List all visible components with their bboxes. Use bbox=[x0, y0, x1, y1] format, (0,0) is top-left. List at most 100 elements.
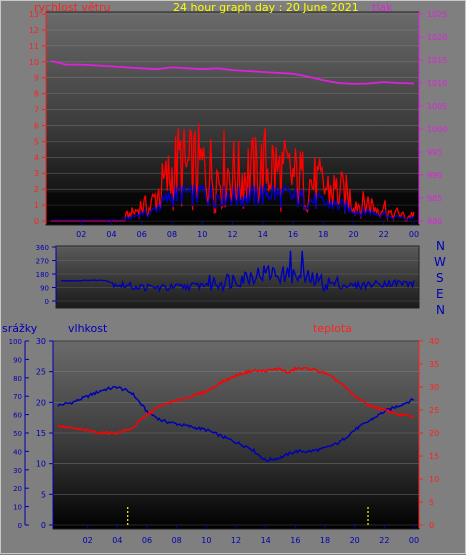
temperature-line bbox=[57, 365, 415, 436]
direction-tick-label: 180 bbox=[36, 271, 49, 279]
wind-speed-tick-label: 8 bbox=[34, 90, 39, 99]
wind-speed-tick-label: 1 bbox=[34, 201, 39, 210]
direction-tick-label: 270 bbox=[36, 258, 49, 266]
temperature-tick-label: 40 bbox=[429, 337, 439, 346]
humidity-tick-label: 10 bbox=[36, 460, 46, 469]
wind-speed-tick-label: 0 bbox=[34, 217, 39, 226]
wind-x-tick-label: 12 bbox=[227, 230, 237, 239]
rain-tick-label: 80 bbox=[13, 375, 22, 383]
rain-tick-label: 30 bbox=[13, 467, 22, 475]
wind-direction-line bbox=[60, 250, 415, 293]
humidity-plot-area bbox=[52, 340, 420, 530]
humidity-x-tick-label: 20 bbox=[350, 536, 360, 545]
humidity-line bbox=[57, 385, 415, 462]
humidity-x-tick-label: 02 bbox=[83, 536, 93, 545]
pressure-tick-label: 1005 bbox=[427, 102, 447, 111]
humidity-x-tick-label: 10 bbox=[201, 536, 211, 545]
pressure-tick-label: 1000 bbox=[427, 125, 447, 134]
humidity-x-tick-label: 16 bbox=[290, 536, 300, 545]
direction-tick-label: 90 bbox=[40, 285, 49, 293]
humidity-x-tick-label: 22 bbox=[379, 536, 389, 545]
humidity-tick-label: 20 bbox=[36, 398, 46, 407]
pressure-label: tlak bbox=[372, 1, 393, 14]
humidity-x-tick-label: 18 bbox=[320, 536, 330, 545]
compass-s: S bbox=[436, 271, 444, 285]
pressure-tick-label: 1025 bbox=[427, 10, 447, 19]
wind-x-tick-label: 18 bbox=[318, 230, 328, 239]
compass-w: W bbox=[434, 255, 446, 269]
wind-x-tick-label: 02 bbox=[76, 230, 86, 239]
humidity-x-tick-label: 04 bbox=[112, 536, 122, 545]
temperature-tick-label: 5 bbox=[429, 498, 434, 507]
wind-speed-tick-label: 3 bbox=[34, 169, 39, 178]
pressure-tick-label: 1010 bbox=[427, 79, 447, 88]
wind-x-tick-label: 00 bbox=[409, 230, 419, 239]
temperature-tick-label: 25 bbox=[429, 406, 439, 415]
temperature-tick-label: 35 bbox=[429, 360, 439, 369]
rain-tick-label: 0 bbox=[18, 522, 22, 530]
rain-label: srážky bbox=[2, 322, 38, 335]
direction-plot-area bbox=[55, 245, 420, 309]
wind-x-tick-label: 22 bbox=[379, 230, 389, 239]
humidity-x-tick-label: 14 bbox=[261, 536, 271, 545]
rain-tick-label: 20 bbox=[13, 485, 22, 493]
humidity-tick-label: 15 bbox=[36, 429, 46, 438]
pressure-tick-label: 985 bbox=[427, 194, 442, 203]
humidity-x-tick-label: 06 bbox=[142, 536, 152, 545]
wind-speed-tick-label: 11 bbox=[29, 42, 39, 51]
wind-x-tick-label: 10 bbox=[197, 230, 207, 239]
rain-tick-label: 60 bbox=[13, 412, 22, 420]
pressure-tick-label: 990 bbox=[427, 171, 442, 180]
pressure-tick-label: 980 bbox=[427, 217, 442, 226]
wind-x-tick-label: 16 bbox=[288, 230, 298, 239]
rain-tick-label: 50 bbox=[13, 430, 22, 438]
rain-tick-label: 90 bbox=[13, 356, 22, 364]
direction-tick-label: 360 bbox=[36, 244, 49, 252]
temperature-tick-label: 30 bbox=[429, 383, 439, 392]
rain-tick-label: 100 bbox=[9, 338, 22, 346]
wind-speed-tick-label: 9 bbox=[34, 74, 39, 83]
rain-tick-label: 40 bbox=[13, 448, 22, 456]
compass-e: E bbox=[436, 287, 444, 301]
wind-speed-tick-label: 2 bbox=[34, 185, 39, 194]
humidity-x-tick-label: 00 bbox=[409, 536, 419, 545]
wind-speed-tick-label: 5 bbox=[34, 137, 39, 146]
wind-speed-tick-label: 13 bbox=[29, 10, 39, 19]
humidity-x-tick-label: 12 bbox=[231, 536, 241, 545]
wind-speed-tick-label: 7 bbox=[34, 106, 39, 115]
pressure-line bbox=[50, 60, 415, 85]
wind-x-tick-label: 04 bbox=[106, 230, 116, 239]
humidity-tick-label: 0 bbox=[41, 521, 46, 530]
pressure-tick-label: 1015 bbox=[427, 56, 447, 65]
wind-speed-label: rychlost větru bbox=[34, 1, 110, 14]
rain-tick-label: 10 bbox=[13, 504, 22, 512]
wind-speed-tick-label: 6 bbox=[34, 121, 39, 130]
humidity-tick-label: 25 bbox=[36, 368, 46, 377]
wind-average-line bbox=[51, 183, 415, 221]
temperature-tick-label: 0 bbox=[429, 521, 434, 530]
wind-x-tick-label: 08 bbox=[167, 230, 177, 239]
temperature-tick-label: 10 bbox=[429, 475, 439, 484]
humidity-x-tick-label: 08 bbox=[172, 536, 182, 545]
humidity-tick-label: 30 bbox=[36, 337, 46, 346]
temperature-tick-label: 15 bbox=[429, 452, 439, 461]
chart-title: 24 hour graph day : 20 June 2021 bbox=[173, 1, 359, 14]
wind-speed-tick-label: 4 bbox=[34, 153, 39, 162]
wind-x-tick-label: 14 bbox=[258, 230, 268, 239]
wind-x-tick-label: 20 bbox=[348, 230, 358, 239]
pressure-tick-label: 995 bbox=[427, 148, 442, 157]
compass-n-bottom: N bbox=[436, 303, 445, 317]
humidity-tick-label: 5 bbox=[41, 490, 46, 499]
grid-lines bbox=[46, 13, 419, 526]
rain-tick-label: 70 bbox=[13, 393, 22, 401]
compass-n-top: N bbox=[436, 239, 445, 253]
pressure-tick-label: 1020 bbox=[427, 33, 447, 42]
wind-speed-tick-label: 10 bbox=[29, 58, 39, 67]
wind-x-tick-label: 06 bbox=[137, 230, 147, 239]
direction-tick-label: 0 bbox=[45, 298, 49, 306]
temperature-label: teplota bbox=[313, 322, 352, 335]
humidity-label: vlhkost bbox=[68, 322, 108, 335]
wind-speed-tick-label: 12 bbox=[29, 26, 39, 35]
